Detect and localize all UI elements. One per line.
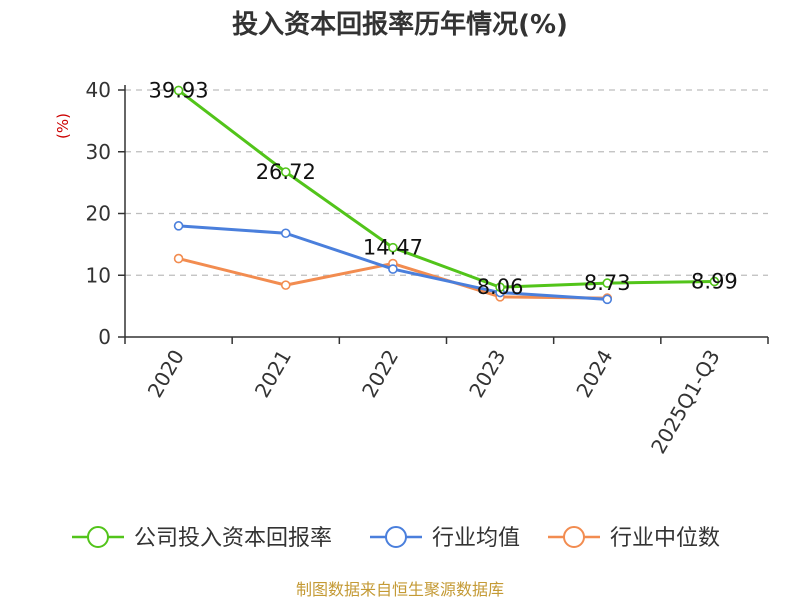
- grid-lines: [125, 89, 768, 276]
- chart-title: 投入资本回报率历年情况(%): [232, 10, 568, 40]
- series-line: [177, 89, 715, 289]
- data-point: [280, 228, 291, 239]
- x-tick-label: 2024: [571, 346, 617, 402]
- x-tick-label: 2022: [357, 346, 403, 402]
- y-tick-label: 40: [86, 78, 111, 102]
- data-point: [495, 282, 505, 293]
- y-tick-label: 30: [86, 140, 111, 164]
- data-point: [602, 294, 613, 305]
- data-point: [173, 253, 184, 264]
- x-tick-label: 2020: [143, 346, 189, 402]
- legend-marker: [87, 526, 109, 548]
- x-tick-label: 2025Q1-Q3: [646, 346, 725, 458]
- data-point: [173, 85, 184, 96]
- data-point: [388, 242, 398, 253]
- data-point: [280, 280, 291, 290]
- data-point: [280, 167, 291, 177]
- data-label: 8.06: [477, 275, 524, 299]
- y-tick-label: 20: [86, 202, 111, 226]
- y-tick-label: 0: [98, 325, 111, 349]
- series-layer: [173, 85, 720, 305]
- legend: 公司投入资本回报率 行业均值 行业中位数: [72, 526, 720, 551]
- data-label: 8.99: [691, 269, 738, 293]
- legend-marker: [563, 526, 585, 548]
- data-label: 8.73: [584, 271, 631, 295]
- data-label: 14.47: [363, 236, 423, 260]
- x-tick-label: 2023: [464, 346, 510, 402]
- y-tick-label: 10: [86, 263, 111, 287]
- data-point: [602, 278, 613, 288]
- x-tick-label: 2021: [250, 346, 296, 402]
- y-axis-label: (%): [54, 113, 72, 139]
- data-point: [388, 264, 398, 274]
- data-point: [709, 276, 720, 287]
- legend-label: 行业中位数: [610, 526, 720, 551]
- source-note: 制图数据来自恒生聚源数据库: [295, 580, 504, 599]
- data-label: 39.93: [149, 78, 209, 102]
- legend-label: 公司投入资本回报率: [134, 526, 332, 551]
- data-point: [173, 221, 184, 231]
- legend-marker: [385, 526, 407, 548]
- data-label: 26.72: [256, 160, 316, 184]
- legend-label: 行业均值: [432, 526, 520, 551]
- data-labels: 39.93 26.72 14.47 8.06 8.73 8.99: [149, 78, 738, 299]
